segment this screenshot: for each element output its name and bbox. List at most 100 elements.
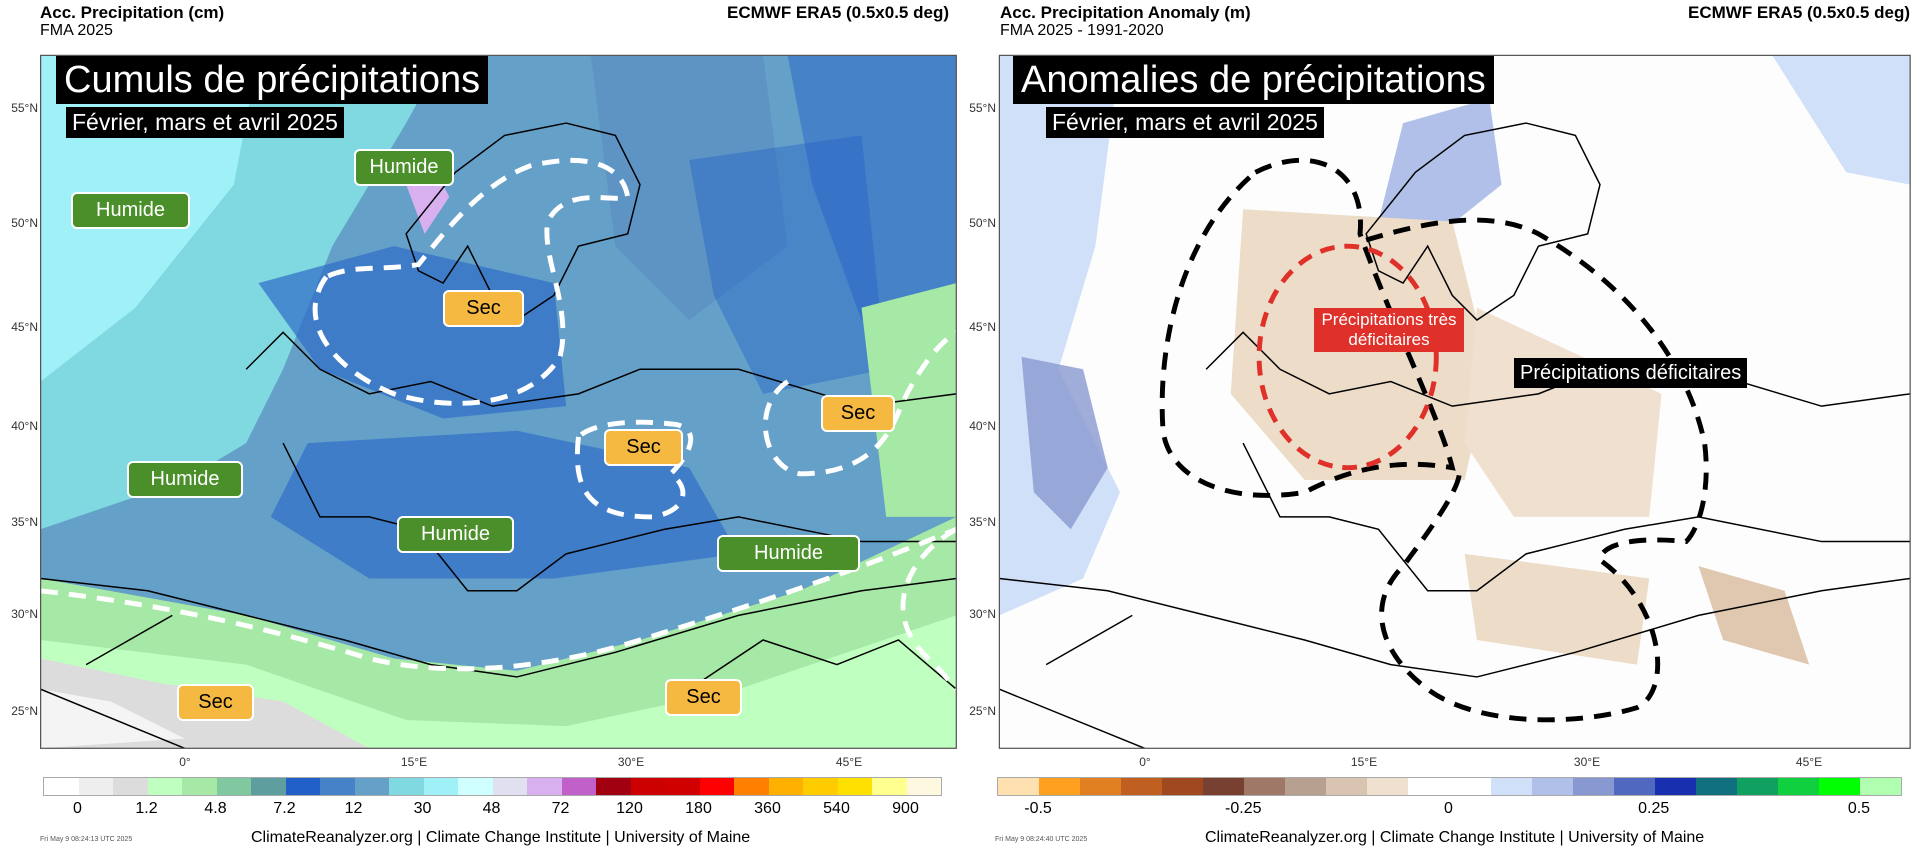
right-chart-source: ECMWF ERA5 (0.5x0.5 deg) <box>1688 3 1910 22</box>
colorbar-swatch <box>527 778 562 795</box>
tag-deficit: Précipitations déficitaires <box>1514 358 1748 388</box>
lat-label: 30°N <box>969 607 996 621</box>
colorbar-tick-label: 72 <box>551 800 570 817</box>
colorbar-swatch <box>1449 778 1491 795</box>
colorbar-swatch <box>458 778 493 795</box>
lon-label: 30°E <box>1573 755 1601 769</box>
colorbar-swatch <box>1777 778 1819 795</box>
left-map-title: Cumuls de précipitations <box>56 56 489 104</box>
tag-sec: Sec <box>665 679 742 716</box>
tag-humide: Humide <box>127 461 243 498</box>
lat-label: 55°N <box>969 101 996 115</box>
colorbar-swatch <box>285 778 320 795</box>
lon-label: 0° <box>179 755 191 769</box>
colorbar-swatch <box>354 778 389 795</box>
lat-label: 40°N <box>969 419 996 433</box>
colorbar-swatch <box>1162 778 1204 795</box>
colorbar-swatch <box>998 778 1040 795</box>
tag-humide: Humide <box>397 516 514 553</box>
colorbar-swatch <box>423 778 458 795</box>
colorbar-swatch <box>1654 778 1696 795</box>
right-chart-period: FMA 2025 - 1991-2020 <box>1000 22 1164 39</box>
right-map-title: Anomalies de précipitations <box>1013 56 1494 104</box>
colorbar-swatch <box>1695 778 1737 795</box>
colorbar-swatch <box>906 778 941 795</box>
colorbar-tick-label: -0.5 <box>1024 800 1052 817</box>
lon-label: 45°E <box>1795 755 1823 769</box>
lon-label: 0° <box>1139 755 1151 769</box>
colorbar-swatch <box>1039 778 1081 795</box>
left-map-subtitle: Février, mars et avril 2025 <box>66 107 344 138</box>
colorbar-swatch <box>1203 778 1245 795</box>
colorbar-swatch <box>182 778 217 795</box>
colorbar-swatch <box>113 778 148 795</box>
colorbar-swatch <box>665 778 700 795</box>
colorbar-tick-label: 1.2 <box>135 800 158 817</box>
colorbar-swatch <box>389 778 424 795</box>
lat-label: 40°N <box>11 419 38 433</box>
colorbar-tick-label: 0.25 <box>1638 800 1670 817</box>
lat-label: 35°N <box>11 515 38 529</box>
lon-label: 45°E <box>835 755 863 769</box>
colorbar-swatch <box>1367 778 1409 795</box>
left-timestamp: Fri May 9 08:24:13 UTC 2025 <box>40 836 133 843</box>
colorbar-tick-label: 900 <box>892 800 919 817</box>
colorbar-swatch <box>1859 778 1902 795</box>
colorbar-swatch <box>734 778 769 795</box>
colorbar-tick-label: 4.8 <box>204 800 227 817</box>
colorbar-swatch <box>768 778 803 795</box>
colorbar-swatch <box>1818 778 1860 795</box>
colorbar-swatch <box>1572 778 1614 795</box>
lon-label: 15°E <box>400 755 428 769</box>
colorbar-tick-label: 360 <box>754 800 781 817</box>
colorbar-swatch <box>561 778 596 795</box>
colorbar-tick-label: 0 <box>73 800 82 817</box>
colorbar-tick-label: -0.25 <box>1225 800 1262 817</box>
colorbar-swatch <box>699 778 734 795</box>
colorbar-swatch <box>1531 778 1573 795</box>
colorbar-tick-label: 180 <box>685 800 712 817</box>
tag-sec: Sec <box>604 429 683 466</box>
left-map-field <box>40 55 957 749</box>
colorbar-swatch <box>216 778 251 795</box>
colorbar-swatch <box>1736 778 1778 795</box>
lon-label: 15°E <box>1350 755 1378 769</box>
colorbar-swatch <box>1613 778 1655 795</box>
right-map-subtitle: Février, mars et avril 2025 <box>1046 107 1324 138</box>
left-chart-source: ECMWF ERA5 (0.5x0.5 deg) <box>727 3 949 22</box>
colorbar-swatch <box>78 778 113 795</box>
tag-humide: Humide <box>71 192 190 229</box>
colorbar-swatch <box>147 778 182 795</box>
left-chart-period: FMA 2025 <box>40 22 113 39</box>
colorbar-swatch <box>492 778 527 795</box>
right-map-field <box>999 55 1911 749</box>
left-footer-credit: ClimateReanalyzer.org | Climate Change I… <box>251 829 751 846</box>
right-timestamp: Fri May 9 08:24:40 UTC 2025 <box>995 836 1088 843</box>
colorbar-tick-label: 7.2 <box>273 800 296 817</box>
left-chart-title: Acc. Precipitation (cm) <box>40 3 225 22</box>
lon-label: 30°E <box>617 755 645 769</box>
tag-very-deficit: Précipitations très déficitaires <box>1314 308 1464 352</box>
lat-label: 25°N <box>11 704 38 718</box>
colorbar-tick-label: 540 <box>823 800 850 817</box>
colorbar-swatch <box>630 778 665 795</box>
lat-label: 30°N <box>11 607 38 621</box>
colorbar-swatch <box>1285 778 1327 795</box>
colorbar-tick-label: 120 <box>616 800 643 817</box>
colorbar-swatch <box>837 778 872 795</box>
lat-label: 45°N <box>969 320 996 334</box>
tag-humide: Humide <box>354 149 454 186</box>
lat-label: 35°N <box>969 515 996 529</box>
lat-label: 50°N <box>11 216 38 230</box>
lat-label: 25°N <box>969 704 996 718</box>
colorbar-swatch <box>320 778 355 795</box>
colorbar-swatch <box>596 778 631 795</box>
lat-label: 50°N <box>969 216 996 230</box>
right-footer-credit: ClimateReanalyzer.org | Climate Change I… <box>1205 829 1705 846</box>
colorbar-swatch <box>251 778 286 795</box>
colorbar-swatch <box>1121 778 1163 795</box>
lat-label: 45°N <box>11 320 38 334</box>
tag-humide: Humide <box>717 535 860 572</box>
colorbar-swatch <box>1408 778 1450 795</box>
right-chart-title: Acc. Precipitation Anomaly (m) <box>1000 3 1251 22</box>
